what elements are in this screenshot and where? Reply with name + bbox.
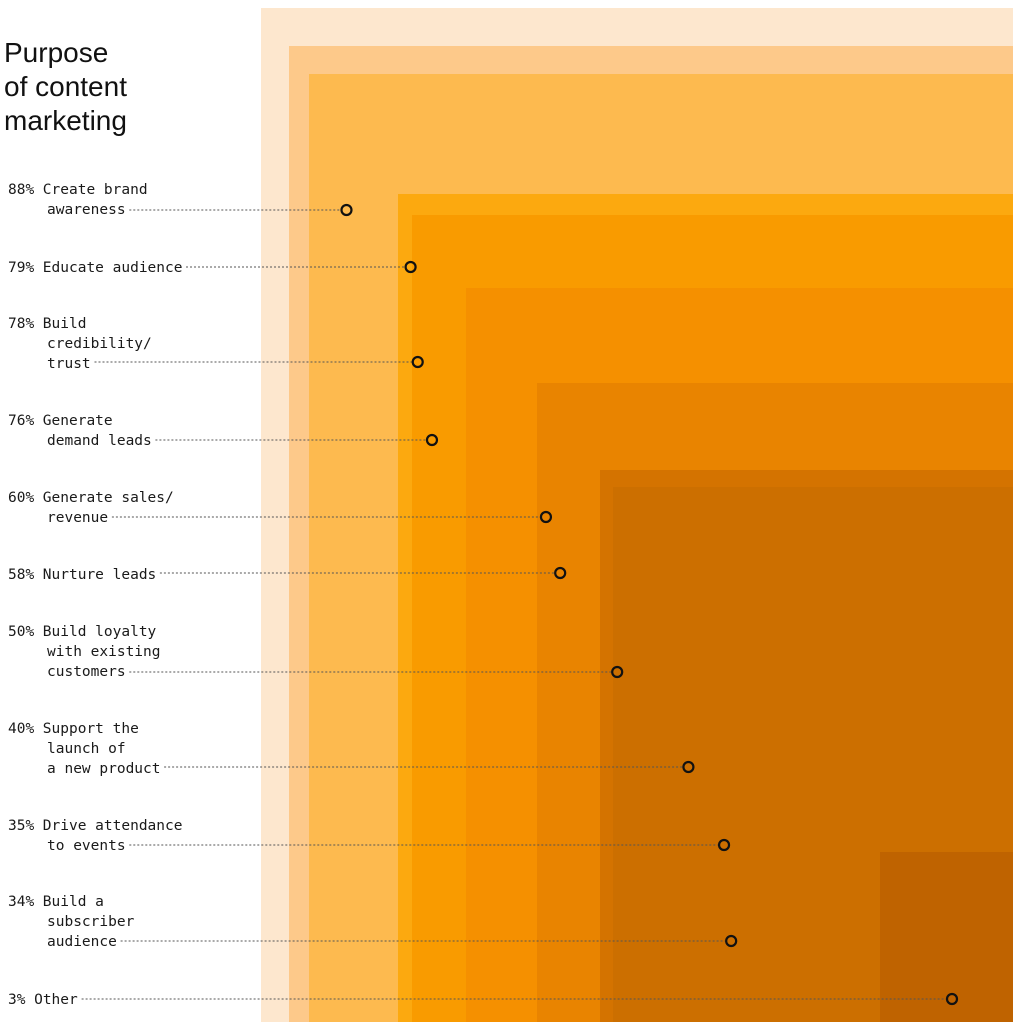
percent-label: 35% <box>8 818 34 834</box>
percent-label: 88% <box>8 182 34 198</box>
data-point <box>404 260 417 274</box>
category-label-line: audience <box>47 934 117 950</box>
category-label-line: credibility/ <box>47 336 152 352</box>
category-label: 60% Generate sales/revenue <box>8 490 174 526</box>
title-line: marketing <box>4 105 127 136</box>
category-label: 50% Build loyalty with existing customers <box>8 624 161 680</box>
percent-label: 50% <box>8 624 34 640</box>
leader-lines <box>81 209 946 1000</box>
data-point <box>425 433 439 447</box>
data-point <box>717 838 731 852</box>
category-label-line: launch of <box>47 741 126 757</box>
category-label-line: with existing <box>47 644 161 660</box>
percent-label: 34% <box>8 894 34 910</box>
category-label: 78% Build credibility/trust <box>8 316 152 372</box>
category-label-line: Build a <box>43 894 104 910</box>
nested-squares <box>261 8 1013 1022</box>
data-point <box>682 760 695 774</box>
category-label-line: Generate <box>43 413 113 429</box>
title-line: of content <box>4 71 127 102</box>
data-point <box>340 203 353 217</box>
data-point <box>611 665 624 679</box>
category-label-line: Support the <box>43 721 139 737</box>
category-label-line: customers <box>47 664 126 680</box>
category-label: 40% Support the launch of a new product <box>8 721 161 777</box>
data-point <box>411 355 424 369</box>
category-label-line: Build <box>43 316 87 332</box>
category-label: 88% Create brand awareness <box>8 182 148 218</box>
category-label-line: a new product <box>47 761 161 777</box>
category-label-line: Educate audience <box>43 260 183 276</box>
category-label-line: Build loyalty <box>43 624 157 640</box>
title-line: Purpose <box>4 37 108 68</box>
data-point <box>945 992 959 1006</box>
category-label: 3% Other <box>8 992 78 1008</box>
category-label: 79% Educate audience <box>8 260 182 276</box>
category-label-line: Drive attendance <box>43 818 183 834</box>
category-labels: 88% Create brand awareness 79% Educate audie… <box>8 182 182 1008</box>
category-label-line: Create brand <box>43 182 148 198</box>
category-label: 76% Generate demand leads <box>8 413 152 449</box>
percent-label: 3% <box>8 992 26 1008</box>
category-label-line: trust <box>47 356 91 372</box>
category-label-line: to events <box>47 838 126 854</box>
data-point <box>554 566 567 580</box>
category-label-line: demand leads <box>47 433 152 449</box>
percent-label: 58% <box>8 567 34 583</box>
category-label: 34% Build a subscriber audience <box>8 894 135 950</box>
category-label-line: Generate sales/ <box>43 490 174 506</box>
category-label: 35% Drive attendance to events <box>8 818 182 854</box>
category-label-line: Nurture leads <box>43 567 157 583</box>
category-label-line: subscriber <box>47 914 135 930</box>
percent-label: 79% <box>8 260 34 276</box>
category-label-line: revenue <box>47 510 108 526</box>
percent-label: 40% <box>8 721 34 737</box>
category-label-line: Other <box>34 992 78 1008</box>
data-point <box>539 510 553 524</box>
category-label-line: awareness <box>47 202 126 218</box>
data-point <box>725 934 738 948</box>
percent-label: 78% <box>8 316 34 332</box>
percent-label: 60% <box>8 490 34 506</box>
square-10 <box>880 852 1013 1022</box>
percent-label: 76% <box>8 413 34 429</box>
data-markers <box>340 203 959 1006</box>
category-label: 58% Nurture leads <box>8 567 156 583</box>
